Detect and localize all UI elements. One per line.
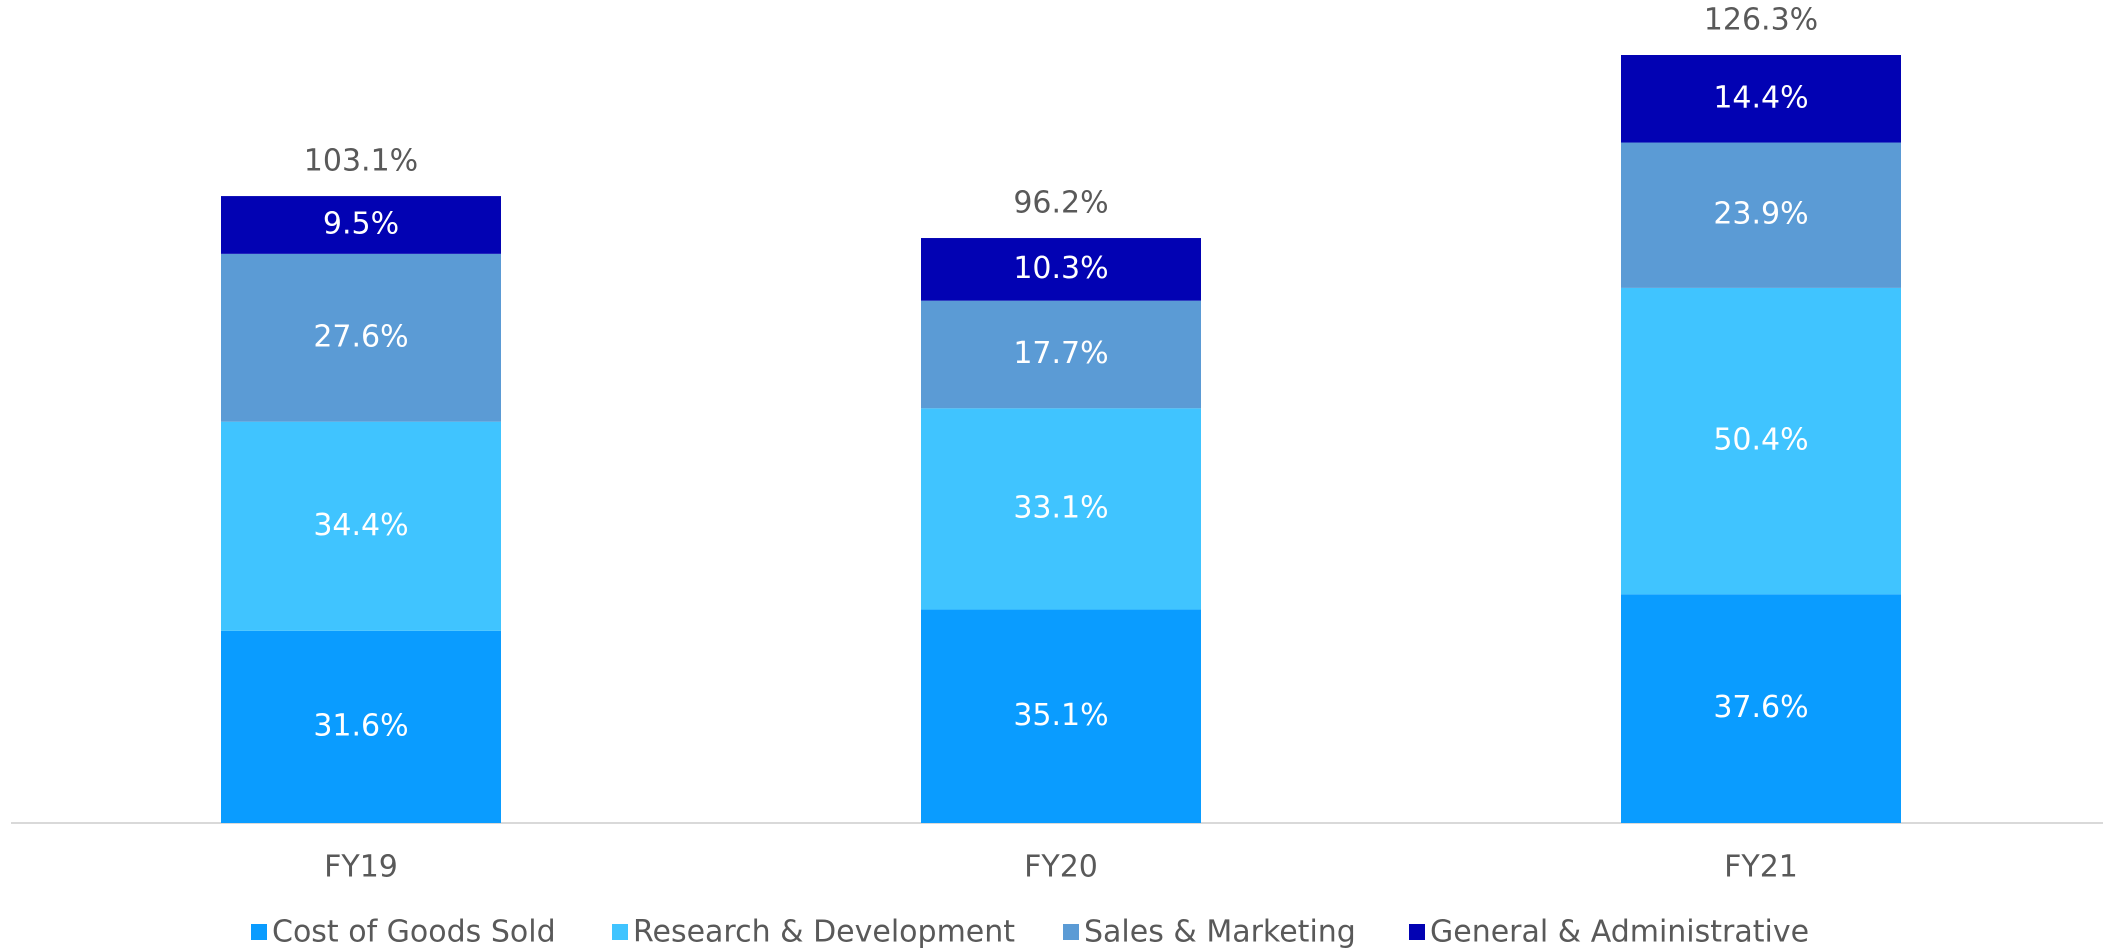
data-label: 14.4% bbox=[1713, 80, 1808, 115]
data-label: 50.4% bbox=[1713, 423, 1808, 458]
total-label: 96.2% bbox=[1013, 186, 1108, 221]
legend-label: General & Administrative bbox=[1430, 915, 1809, 950]
bar-segment bbox=[921, 609, 1201, 823]
bar-segment bbox=[921, 300, 1201, 409]
x-tick-label: FY19 bbox=[324, 850, 398, 885]
bar-segment bbox=[221, 421, 501, 631]
data-label: 23.9% bbox=[1713, 197, 1808, 232]
data-label: 9.5% bbox=[323, 206, 399, 241]
bar-segment bbox=[921, 238, 1201, 301]
bar-segment bbox=[921, 408, 1201, 610]
x-tick-label: FY21 bbox=[1724, 850, 1798, 885]
data-label: 27.6% bbox=[313, 319, 408, 354]
bar-segment bbox=[1621, 55, 1901, 143]
data-label: 35.1% bbox=[1013, 698, 1108, 733]
legend-swatch bbox=[1409, 924, 1425, 940]
data-label: 31.6% bbox=[313, 708, 408, 743]
bar-segment bbox=[221, 196, 501, 254]
bar-segment bbox=[1621, 287, 1901, 595]
bar-segment bbox=[221, 253, 501, 422]
bar-segment bbox=[221, 630, 501, 823]
total-label: 126.3% bbox=[1704, 3, 1818, 38]
bar-segment bbox=[1621, 142, 1901, 288]
data-label: 10.3% bbox=[1013, 251, 1108, 286]
legend-label: Sales & Marketing bbox=[1084, 915, 1356, 950]
legend-label: Research & Development bbox=[633, 915, 1015, 950]
bar-segment bbox=[1621, 594, 1901, 823]
legend-swatch bbox=[251, 924, 267, 940]
legend-swatch bbox=[1063, 924, 1079, 940]
x-tick-label: FY20 bbox=[1024, 850, 1098, 885]
data-label: 37.6% bbox=[1713, 690, 1808, 725]
data-label: 33.1% bbox=[1013, 490, 1108, 525]
total-label: 103.1% bbox=[304, 144, 418, 179]
legend-swatch bbox=[612, 924, 628, 940]
legend-label: Cost of Goods Sold bbox=[272, 915, 556, 950]
data-label: 17.7% bbox=[1013, 336, 1108, 371]
data-label: 34.4% bbox=[313, 508, 408, 543]
